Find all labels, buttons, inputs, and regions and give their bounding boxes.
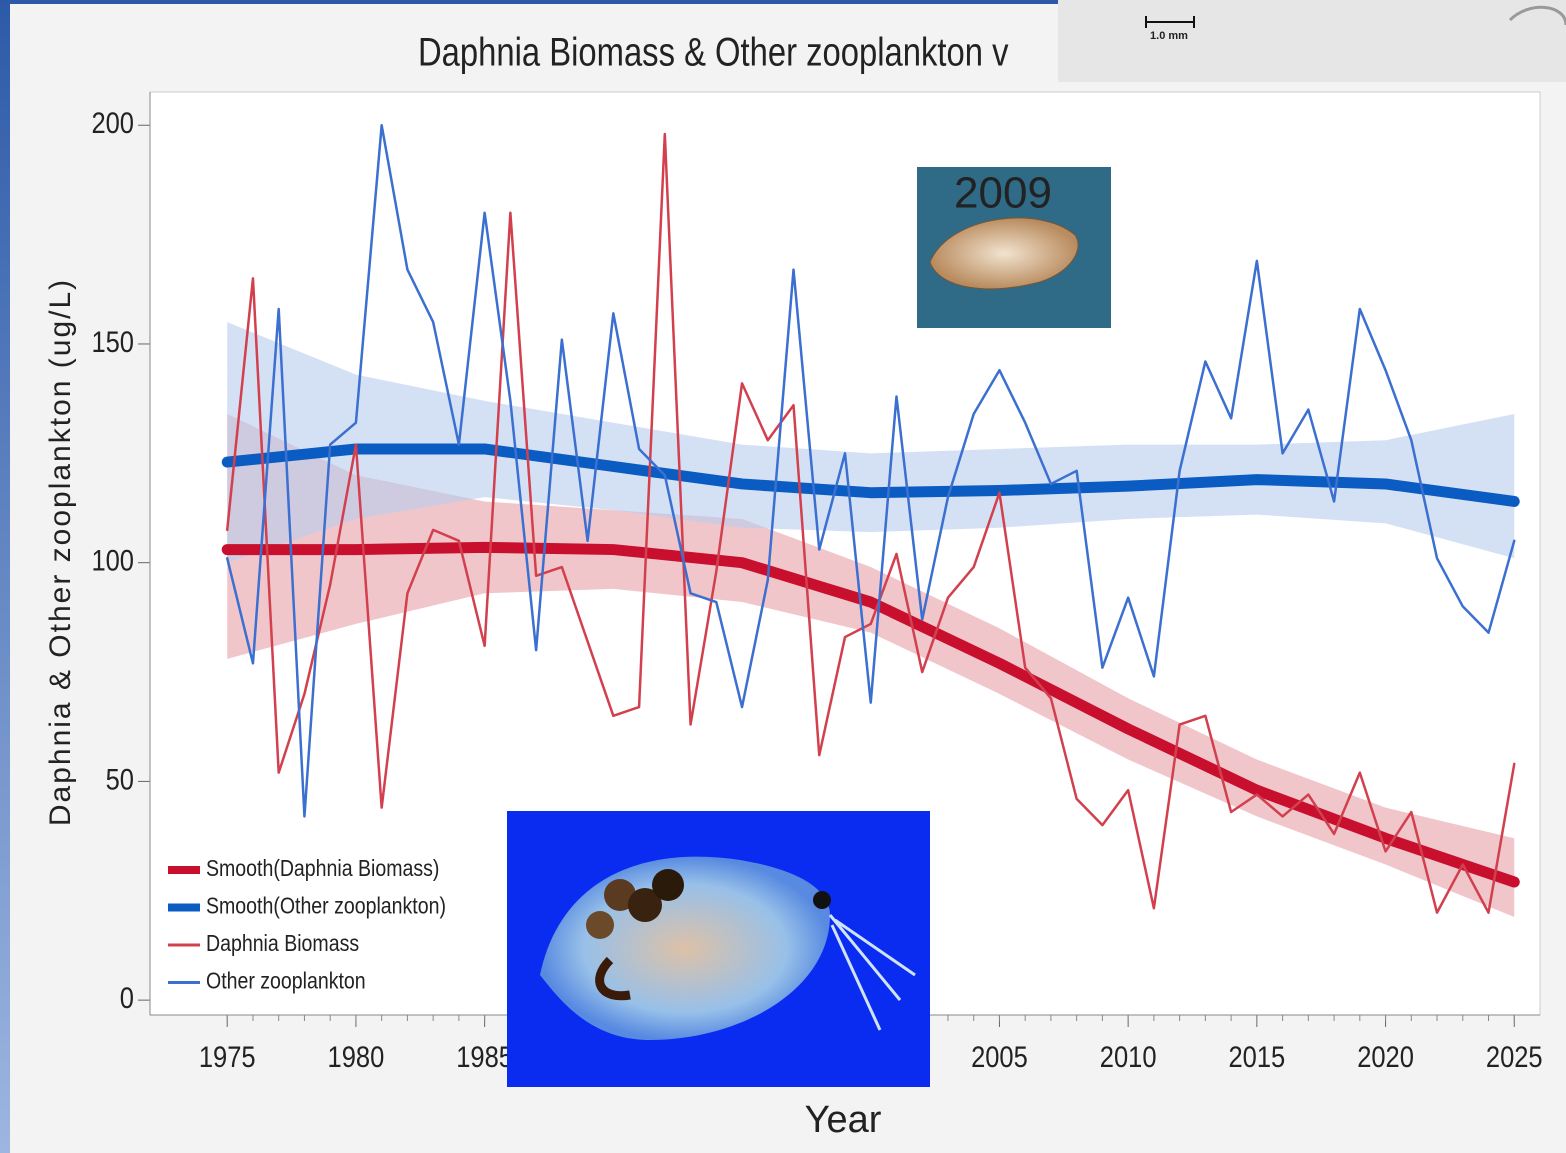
mussel-photo: 2009 [917,167,1111,328]
chart-title: Daphnia Biomass & Other zooplankton v [418,29,1009,74]
legend-label: Smooth(Daphnia Biomass) [206,856,439,882]
x-tick-label: 2005 [971,1040,1028,1073]
legend-label: Smooth(Other zooplankton) [206,893,446,919]
page: {"chart_data": {"type": "line", "title":… [0,0,1566,1153]
side-edge [0,0,10,1153]
microscope-photo: 1.0 mm [1058,0,1566,82]
x-tick-label: 2010 [1100,1040,1157,1073]
x-tick-label: 2025 [1486,1040,1543,1073]
legend-label: Other zooplankton [206,968,366,994]
chart: 0501001502001975198019851990199520002005… [0,0,1566,1153]
legend-label: Daphnia Biomass [206,931,359,957]
y-tick-label: 50 [106,762,134,795]
y-tick-label: 100 [91,544,134,577]
daphnia-photo [507,811,930,1087]
y-tick-label: 200 [91,106,134,139]
x-tick-label: 1980 [328,1040,385,1073]
x-tick-label: 1985 [456,1040,513,1073]
scale-annotation: 1.0 mm [1150,30,1188,42]
x-tick-label: 2015 [1228,1040,1285,1073]
y-tick-label: 150 [91,325,134,358]
year-annotation: 2009 [954,169,1052,218]
y-axis-label: Daphnia & Other zooplankton (ug/L) [44,278,77,826]
x-axis-label: Year [805,1099,882,1141]
x-tick-label: 1975 [199,1040,256,1073]
x-tick-label: 2020 [1357,1040,1414,1073]
y-tick-label: 0 [120,981,134,1014]
